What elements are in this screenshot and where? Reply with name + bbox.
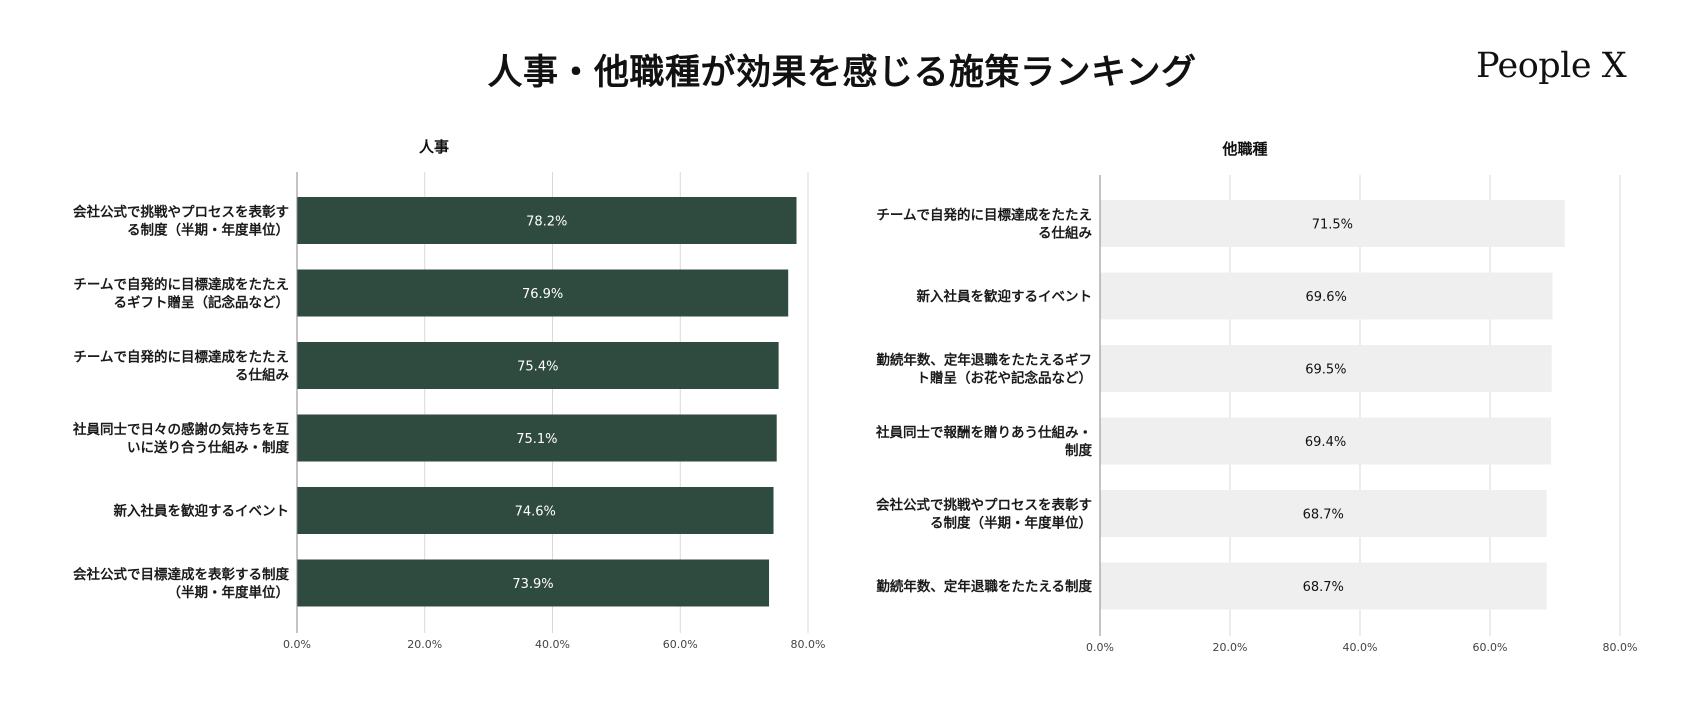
hr-bar	[297, 414, 777, 462]
hr-category-label: チームで自発的に目標達成をたたえる仕組み	[73, 349, 289, 384]
other-category-label-line: 社員同士で報酬を贈りあう仕組み・	[875, 424, 1092, 441]
hr-data-label: 75.1%	[516, 432, 557, 447]
hr-x-tick-label: 20.0%	[407, 638, 442, 651]
hr-category-label-line: 新入社員を歓迎するイベント	[114, 503, 290, 520]
hr-category-label-line: 会社公式で目標達成を表彰する制度	[73, 566, 289, 583]
other-chart: 他職種 0.0% 20.0% 40.0% 60.0% 80.0% 71.5% チームで自発的に…	[875, 140, 1637, 654]
other-bar	[1100, 562, 1547, 610]
hr-category-label: 会社公式で目標達成を表彰する制度（半期・年度単位）	[73, 566, 289, 601]
other-data-label: 69.4%	[1305, 435, 1346, 450]
hr-bar	[297, 559, 770, 607]
other-category-label: 勤続年数、定年退職をたたえるギフト贈呈（お花や記念品など）	[876, 352, 1092, 387]
other-x-tick-label: 20.0%	[1213, 641, 1248, 654]
other-category-label: チームで自発的に目標達成をたたえる仕組み	[876, 207, 1092, 242]
hr-category-label-line: （半期・年度単位）	[168, 584, 290, 601]
hr-chart: 人事 0.0% 20.0% 40.0% 60.0% 80.0% 78.2% 会社公式で挑戦やプ…	[72, 138, 825, 651]
other-x-tick-label: 60.0%	[1473, 641, 1508, 654]
hr-category-label: 新入社員を歓迎するイベント	[114, 503, 290, 520]
other-category-label-line: 新入社員を歓迎するイベント	[917, 288, 1093, 305]
other-category-label-line: 会社公式で挑戦やプロセスを表彰す	[876, 497, 1092, 514]
other-category-label-line: る制度（半期・年度単位）	[930, 515, 1092, 532]
hr-category-label-line: 社員同士で日々の感謝の気持ちを互	[72, 421, 289, 438]
hr-chart-title: 人事	[419, 138, 449, 156]
other-data-label: 71.5%	[1312, 218, 1353, 233]
hr-category-label-line: る制度（半期・年度単位）	[127, 222, 289, 239]
other-x-tick-label: 0.0%	[1086, 641, 1114, 654]
other-category-label-line: 勤続年数、定年退職をたたえるギフ	[876, 352, 1092, 369]
hr-data-label: 75.4%	[517, 360, 558, 375]
hr-category-label: 会社公式で挑戦やプロセスを表彰する制度（半期・年度単位）	[73, 204, 289, 239]
other-category-label-line: チームで自発的に目標達成をたたえ	[876, 207, 1092, 224]
hr-category-label-line: チームで自発的に目標達成をたたえ	[73, 349, 289, 366]
other-data-label: 69.5%	[1305, 363, 1346, 378]
hr-category-label-line: る仕組み	[235, 367, 289, 384]
hr-data-label: 73.9%	[512, 577, 553, 592]
other-category-label: 社員同士で報酬を贈りあう仕組み・制度	[875, 424, 1093, 459]
other-category-label-line: 勤続年数、定年退職をたたえる制度	[876, 578, 1092, 595]
hr-x-tick-label: 0.0%	[283, 638, 311, 651]
hr-bar	[297, 342, 779, 389]
other-x-tick-label: 40.0%	[1343, 641, 1378, 654]
hr-bar	[297, 197, 797, 244]
other-bar	[1100, 272, 1553, 320]
other-bar	[1100, 490, 1547, 537]
other-category-label-line: 制度	[1065, 442, 1093, 459]
hr-category-label-line: いに送り合う仕組み・制度	[127, 439, 289, 456]
other-category-label: 勤続年数、定年退職をたたえる制度	[876, 578, 1092, 595]
page-title: 人事・他職種が効果を感じる施策ランキング	[487, 53, 1197, 93]
other-category-label: 新入社員を歓迎するイベント	[917, 288, 1093, 305]
hr-category-label-line: 会社公式で挑戦やプロセスを表彰す	[73, 204, 289, 221]
hr-x-tick-label: 60.0%	[663, 638, 698, 651]
other-chart-title: 他職種	[1221, 140, 1267, 158]
other-category-label: 会社公式で挑戦やプロセスを表彰する制度（半期・年度単位）	[876, 497, 1092, 532]
other-bar	[1100, 417, 1552, 465]
hr-data-label: 74.6%	[515, 505, 556, 520]
hr-bar	[297, 487, 774, 534]
hr-x-tick-label: 40.0%	[535, 638, 570, 651]
other-category-label-line: る仕組み	[1038, 225, 1092, 242]
hr-data-label: 76.9%	[522, 287, 563, 302]
other-bar	[1100, 345, 1552, 392]
hr-data-label: 78.2%	[526, 215, 567, 230]
hr-category-label: チームで自発的に目標達成をたたえるギフト贈呈（記念品など）	[73, 276, 289, 311]
hr-x-tick-label: 80.0%	[791, 638, 826, 651]
other-data-label: 69.6%	[1306, 290, 1347, 305]
hr-category-label: 社員同士で日々の感謝の気持ちを互いに送り合う仕組み・制度	[72, 421, 289, 456]
other-bar	[1100, 200, 1565, 247]
brand-logo: People X	[1476, 46, 1627, 86]
hr-category-label-line: るギフト贈呈（記念品など）	[114, 294, 290, 311]
other-category-label-line: ト贈呈（お花や記念品など）	[917, 370, 1093, 387]
other-data-label: 68.7%	[1303, 508, 1344, 523]
hr-category-label-line: チームで自発的に目標達成をたたえ	[73, 276, 289, 293]
hr-bar	[297, 269, 789, 317]
other-data-label: 68.7%	[1303, 580, 1344, 595]
other-x-tick-label: 80.0%	[1603, 641, 1638, 654]
